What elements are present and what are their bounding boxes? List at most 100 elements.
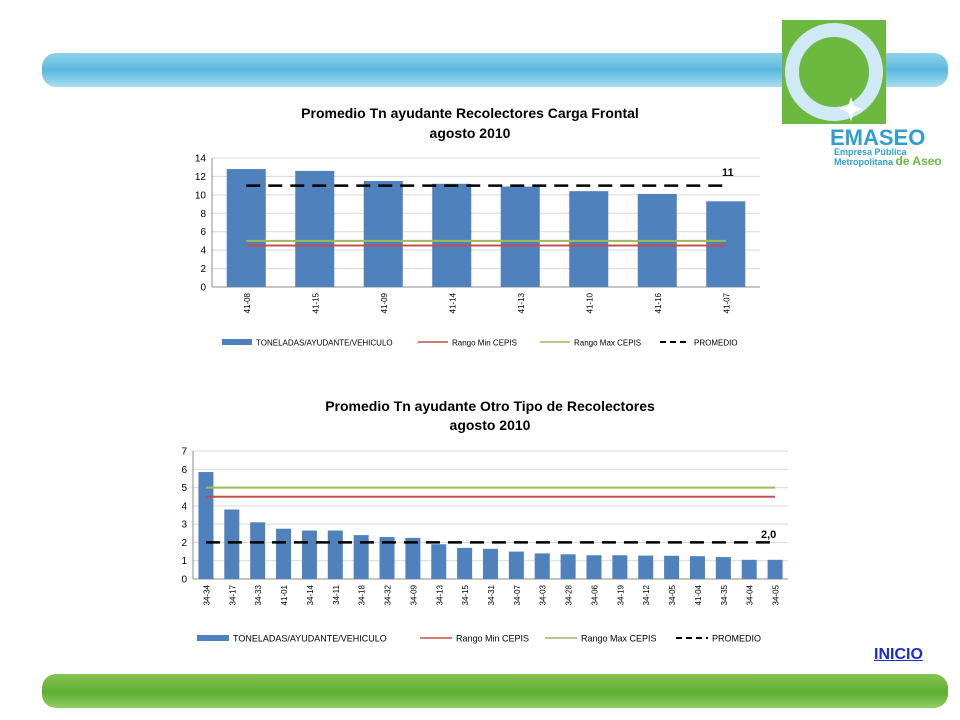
bar — [715, 557, 731, 579]
bar — [432, 183, 472, 287]
y-tick-label: 0 — [181, 575, 187, 586]
x-tick-label: 34-06 — [590, 584, 599, 605]
bar — [327, 530, 343, 579]
y-tick-label: 2 — [200, 264, 206, 275]
bar — [295, 170, 335, 287]
logo-star-icon — [839, 97, 863, 121]
legend-swatch — [197, 635, 229, 641]
logo-green-square — [782, 20, 886, 124]
chart2-title: Promedio Tn ayudante Otro Tipo de Recole… — [325, 398, 655, 414]
bar — [198, 472, 214, 579]
legend-label: Rango Max CEPIS — [581, 634, 657, 644]
x-tick-label: 34-13 — [435, 584, 444, 605]
chart1-subtitle: agosto 2010 — [430, 125, 511, 141]
bar — [741, 559, 757, 579]
x-tick-label: 34-15 — [461, 584, 470, 605]
bar — [301, 530, 317, 579]
bar — [706, 201, 746, 287]
bar — [250, 522, 266, 579]
footer-band — [42, 674, 948, 708]
logo-ring — [785, 23, 883, 121]
emaseo-logo: EMASEO Empresa Pública Metropolitana de … — [782, 20, 942, 168]
x-tick-label: 34-05 — [668, 584, 677, 605]
x-tick-label: 34-18 — [358, 584, 367, 605]
x-tick-label: 34-05 — [772, 584, 781, 605]
legend-label: Rango Min CEPIS — [452, 339, 517, 348]
logo-line2: Metropolitana de Aseo — [834, 154, 942, 168]
bar — [379, 536, 395, 579]
legend-label: TONELADAS/AYUDANTE/VEHICULO — [233, 634, 387, 644]
y-tick-label: 12 — [195, 172, 207, 183]
legend-label: PROMEDIO — [712, 634, 761, 644]
chart2-subtitle: agosto 2010 — [450, 417, 531, 433]
y-tick-label: 5 — [181, 483, 187, 494]
bar — [560, 554, 576, 579]
y-tick-label: 14 — [195, 154, 207, 165]
x-tick-label: 41-13 — [517, 292, 526, 313]
bar — [226, 169, 266, 287]
x-tick-label: 34-14 — [306, 584, 315, 605]
x-tick-label: 41-01 — [280, 584, 289, 605]
x-tick-label: 41-08 — [243, 292, 252, 313]
bar — [224, 509, 240, 579]
y-tick-label: 6 — [181, 465, 187, 476]
y-tick-label: 8 — [200, 209, 206, 220]
y-tick-label: 0 — [200, 283, 206, 294]
bar — [276, 528, 292, 579]
x-tick-label: 34-07 — [513, 584, 522, 605]
x-tick-label: 41-07 — [722, 292, 731, 313]
bar — [638, 555, 654, 579]
bar — [569, 191, 609, 287]
inicio-link[interactable]: INICIO — [874, 646, 923, 663]
legend-label: TONELADAS/AYUDANTE/VEHICULO — [256, 339, 393, 348]
y-tick-label: 4 — [181, 501, 187, 512]
bar — [767, 559, 783, 579]
x-tick-label: 34-34 — [202, 584, 211, 605]
bar — [457, 547, 473, 579]
y-tick-label: 2 — [181, 538, 187, 549]
y-tick-label: 1 — [181, 556, 187, 567]
bar — [431, 544, 447, 579]
x-tick-label: 34-12 — [642, 584, 651, 605]
bar — [500, 186, 540, 287]
x-tick-label: 41-04 — [694, 584, 703, 605]
y-tick-label: 10 — [195, 190, 207, 201]
bar — [508, 551, 524, 579]
y-tick-label: 7 — [181, 447, 187, 458]
y-tick-label: 3 — [181, 520, 187, 531]
x-tick-label: 34-17 — [228, 584, 237, 605]
bar — [586, 555, 602, 579]
x-tick-label: 34-04 — [746, 584, 755, 605]
y-tick-label: 6 — [200, 227, 206, 238]
logo-line1: Empresa Pública — [834, 147, 908, 157]
chart2-annotation: 2,0 — [761, 529, 776, 541]
x-tick-label: 34-19 — [616, 584, 625, 605]
x-tick-label: 34-35 — [720, 584, 729, 605]
x-tick-label: 34-33 — [254, 584, 263, 605]
x-tick-label: 34-31 — [487, 584, 496, 605]
x-tick-label: 34-32 — [384, 584, 393, 605]
x-tick-label: 41-09 — [380, 292, 389, 313]
x-tick-label: 41-16 — [654, 292, 663, 313]
bar — [482, 548, 499, 579]
legend-label: PROMEDIO — [694, 339, 738, 348]
legend-swatch — [222, 339, 252, 345]
x-tick-label: 34-09 — [409, 584, 418, 605]
legend-label: Rango Max CEPIS — [574, 339, 641, 348]
x-tick-label: 41-14 — [448, 292, 457, 313]
x-tick-label: 34-11 — [332, 584, 341, 604]
x-tick-label: 34-03 — [539, 584, 548, 605]
bar — [689, 556, 705, 579]
x-tick-label: 34-28 — [565, 584, 574, 605]
logo-swoosh — [801, 78, 848, 107]
bar — [534, 553, 550, 579]
y-tick-label: 4 — [200, 246, 206, 257]
bar — [405, 537, 421, 579]
bar — [353, 535, 369, 579]
chart1-annotation: 11 — [722, 167, 734, 179]
bar — [363, 181, 403, 287]
legend-label: Rango Min CEPIS — [456, 634, 529, 644]
x-tick-label: 41-15 — [311, 292, 320, 313]
bar — [637, 193, 677, 287]
x-tick-label: 41-10 — [585, 292, 594, 313]
